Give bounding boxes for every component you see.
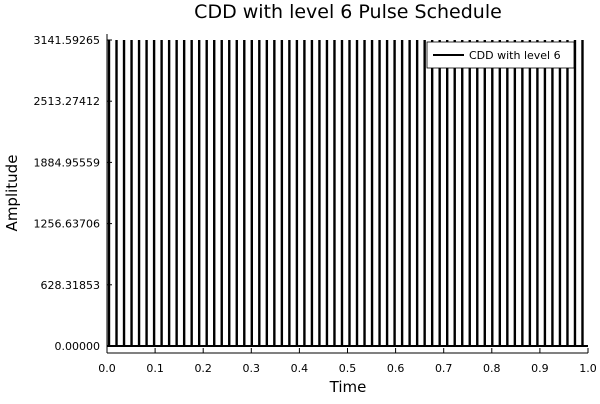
- x-axis-label: Time: [329, 378, 367, 396]
- y-axis-ticks: 0.00000 628.31853 1256.63706 1884.95559 2513…: [34, 34, 112, 353]
- y-tick-label: 2513.27412: [34, 95, 100, 108]
- x-tick-label: 0.9: [531, 362, 549, 375]
- x-axis-ticks: 0.0 0.1 0.2 0.3 0.4 0.5 0.6 0.7 0.8 0.9 1.0: [98, 348, 597, 375]
- x-tick-label: 0.3: [243, 362, 261, 375]
- x-tick-label: 0.8: [483, 362, 501, 375]
- legend-label-cdd: CDD with level 6: [469, 49, 561, 62]
- chart-title: CDD with level 6 Pulse Schedule: [194, 1, 502, 23]
- y-tick-label: 1884.95559: [34, 156, 100, 169]
- x-tick-label: 0.5: [339, 362, 357, 375]
- legend: CDD with level 6: [426, 41, 575, 69]
- x-tick-label: 0.7: [435, 362, 453, 375]
- y-axis-label: Amplitude: [3, 155, 21, 232]
- plot-area: [107, 40, 588, 347]
- y-tick-label: 0.00000: [55, 340, 101, 353]
- x-tick-label: 0.0: [98, 362, 116, 375]
- y-tick-label: 628.31853: [41, 279, 101, 292]
- y-tick-label: 3141.59265: [34, 34, 100, 47]
- x-tick-label: 1.0: [579, 362, 597, 375]
- y-tick-label: 1256.63706: [34, 218, 100, 231]
- x-tick-label: 0.6: [387, 362, 405, 375]
- x-tick-label: 0.4: [291, 362, 309, 375]
- x-tick-label: 0.2: [194, 362, 212, 375]
- x-tick-label: 0.1: [146, 362, 164, 375]
